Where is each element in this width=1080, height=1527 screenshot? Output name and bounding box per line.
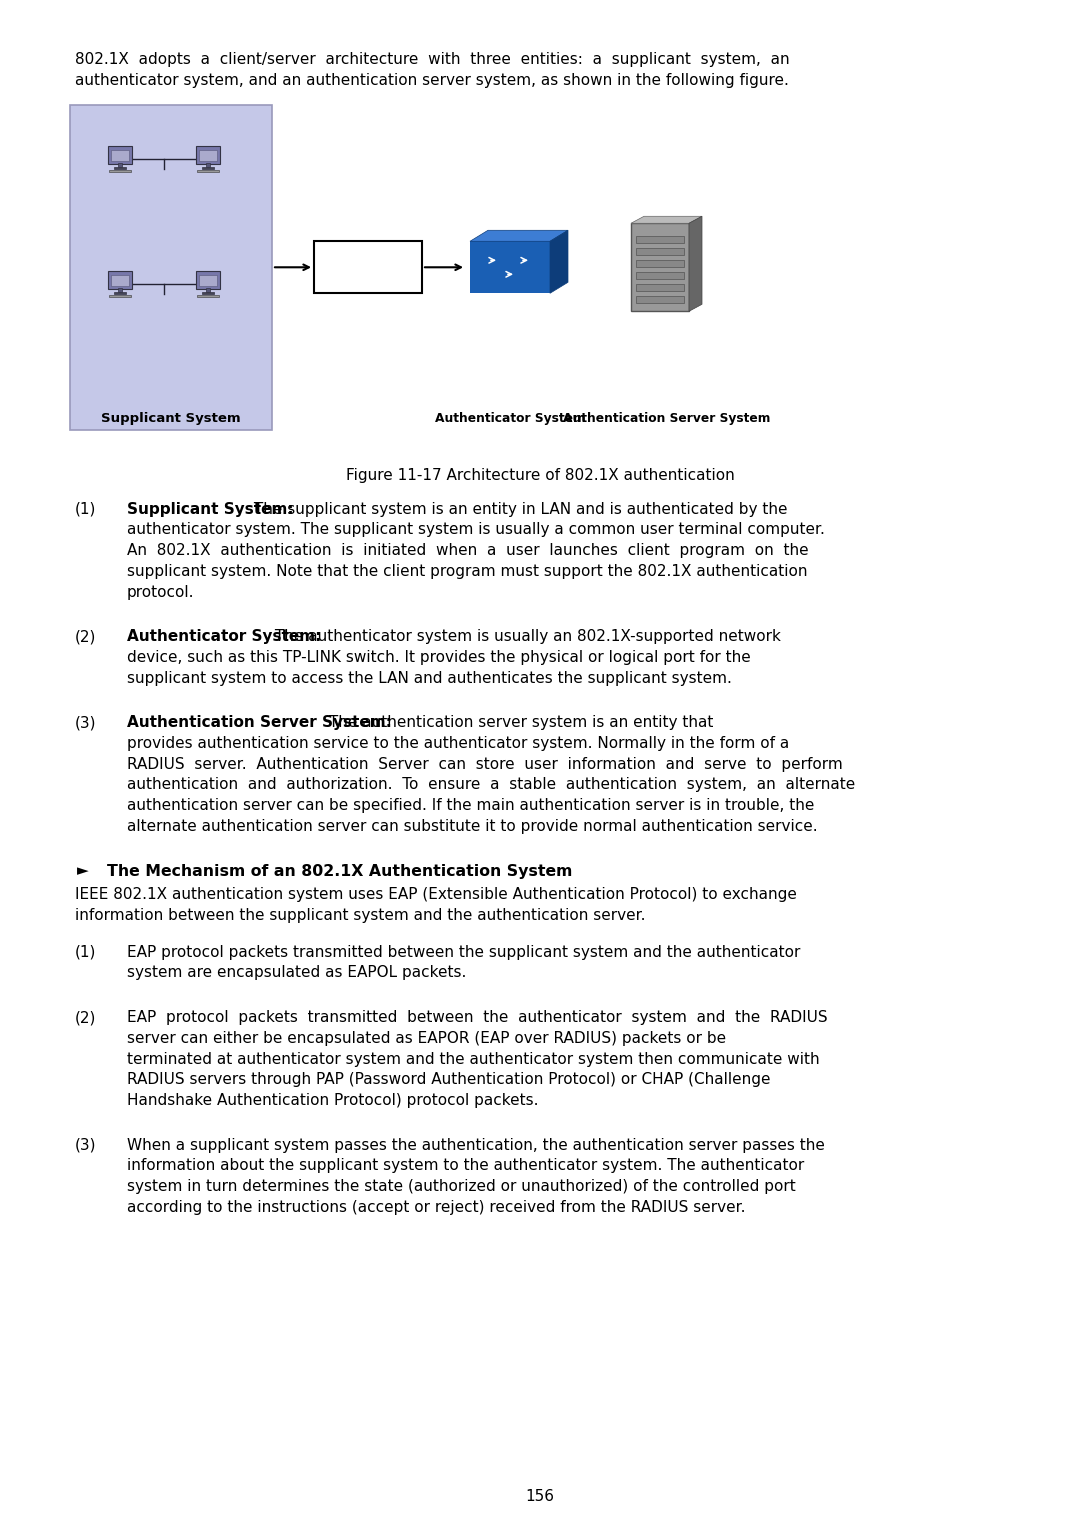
Bar [195,270,220,289]
Text: Figure 11-17 Architecture of 802.1X authentication: Figure 11-17 Architecture of 802.1X auth… [346,467,734,483]
Bar [195,147,220,163]
Text: system are encapsulated as EAPOL packets.: system are encapsulated as EAPOL packets… [127,965,467,980]
Text: authenticator system, and an authentication server system, as shown in the follo: authenticator system, and an authenticat… [75,73,788,87]
Bar [108,147,132,163]
Text: (2): (2) [75,1011,96,1025]
Text: The authentication server system is an entity that: The authentication server system is an e… [324,715,714,730]
Bar [199,275,217,286]
Bar [636,237,684,243]
Text: Authentication Server System:: Authentication Server System: [127,715,392,730]
Bar [206,163,210,166]
Text: provides authentication service to the authenticator system. Normally in the for: provides authentication service to the a… [127,736,789,751]
Text: Authenticator System:: Authenticator System: [127,629,322,644]
Bar [197,169,219,173]
Text: 156: 156 [526,1489,554,1504]
Text: (1): (1) [75,945,96,960]
Bar [206,289,210,292]
Bar [636,284,684,292]
Text: authentication server can be specified. If the main authentication server is in : authentication server can be specified. … [127,799,814,814]
Text: EAP  protocol  packets  transmitted  between  the  authenticator  system  and  t: EAP protocol packets transmitted between… [127,1011,827,1025]
Text: authenticator system. The supplicant system is usually a common user terminal co: authenticator system. The supplicant sys… [127,522,825,538]
Text: Handshake Authentication Protocol) protocol packets.: Handshake Authentication Protocol) proto… [127,1093,539,1109]
Polygon shape [631,217,702,223]
Text: 802.1X  adopts  a  client/server  architecture  with  three  entities:  a  suppl: 802.1X adopts a client/server architectu… [75,52,789,67]
Text: LAN/WLAN: LAN/WLAN [330,243,405,255]
Bar [114,292,125,293]
Text: EAP protocol packets transmitted between the supplicant system and the authentic: EAP protocol packets transmitted between… [127,945,800,960]
Text: (1): (1) [75,502,96,516]
Text: RADIUS  server.  Authentication  Server  can  store  user  information  and  ser: RADIUS server. Authentication Server can… [127,757,842,771]
Bar [111,150,130,160]
Bar [70,105,272,429]
Text: (3): (3) [75,715,96,730]
Text: Authentication Server System: Authentication Server System [564,412,771,425]
Text: system in turn determines the state (authorized or unauthorized) of the controll: system in turn determines the state (aut… [127,1179,796,1194]
Text: ►: ► [77,864,89,878]
Text: supplicant system to access the LAN and authenticates the supplicant system.: supplicant system to access the LAN and … [127,670,732,686]
Bar [470,241,550,293]
Text: device, such as this TP-LINK switch. It provides the physical or logical port fo: device, such as this TP-LINK switch. It … [127,651,751,664]
Polygon shape [550,231,568,293]
Bar [631,223,689,312]
Text: An  802.1X  authentication  is  initiated  when  a  user  launches  client  prog: An 802.1X authentication is initiated wh… [127,544,809,559]
Text: Authenticator System: Authenticator System [434,412,585,425]
Text: IEEE 802.1X authentication system uses EAP (Extensible Authentication Protocol) : IEEE 802.1X authentication system uses E… [75,887,797,902]
Bar [197,295,219,298]
Text: (3): (3) [75,1138,96,1153]
Bar [108,270,132,289]
Text: alternate authentication server can substitute it to provide normal authenticati: alternate authentication server can subs… [127,818,818,834]
Bar [636,249,684,255]
Text: When a supplicant system passes the authentication, the authentication server pa: When a supplicant system passes the auth… [127,1138,825,1153]
Text: supplicant system. Note that the client program must support the 802.1X authenti: supplicant system. Note that the client … [127,563,808,579]
Text: authentication  and  authorization.  To  ensure  a  stable  authentication  syst: authentication and authorization. To ens… [127,777,855,793]
Polygon shape [689,217,702,312]
Text: (2): (2) [75,629,96,644]
Text: terminated at authenticator system and the authenticator system then communicate: terminated at authenticator system and t… [127,1052,820,1066]
Text: The authenticator system is usually an 802.1X-supported network: The authenticator system is usually an 8… [270,629,781,644]
Text: protocol.: protocol. [127,585,194,600]
Bar [202,292,214,293]
Bar [119,163,122,166]
Text: The supplicant system is an entity in LAN and is authenticated by the: The supplicant system is an entity in LA… [249,502,788,516]
Bar [636,272,684,279]
Text: Supplicant System:: Supplicant System: [127,502,294,516]
Text: Supplicant System: Supplicant System [102,412,241,425]
Text: information between the supplicant system and the authentication server.: information between the supplicant syste… [75,909,646,922]
Bar [314,241,422,293]
Bar [199,150,217,160]
Text: RADIUS servers through PAP (Password Authentication Protocol) or CHAP (Challenge: RADIUS servers through PAP (Password Aut… [127,1072,770,1087]
Text: according to the instructions (accept or reject) received from the RADIUS server: according to the instructions (accept or… [127,1200,745,1215]
Polygon shape [470,231,568,241]
Bar [202,166,214,168]
Bar [119,289,122,292]
Bar [111,275,130,286]
Bar [636,260,684,267]
Text: information about the supplicant system to the authenticator system. The authent: information about the supplicant system … [127,1159,805,1173]
Bar [109,169,132,173]
Bar [114,166,125,168]
Bar [109,295,132,298]
Text: The Mechanism of an 802.1X Authentication System: The Mechanism of an 802.1X Authenticatio… [107,864,572,878]
Text: server can either be encapsulated as EAPOR (EAP over RADIUS) packets or be: server can either be encapsulated as EAP… [127,1031,726,1046]
Bar [636,296,684,304]
